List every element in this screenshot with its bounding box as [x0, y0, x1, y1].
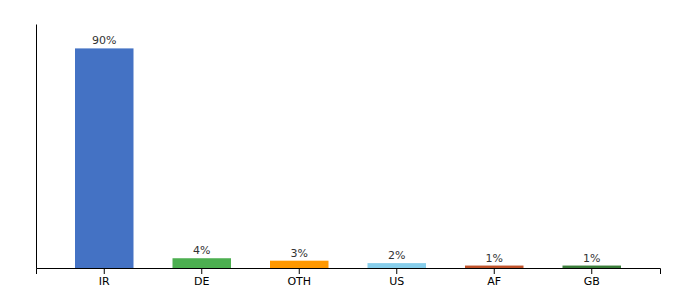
x-tick-mark [201, 268, 202, 274]
x-tick-label: DE [194, 275, 209, 288]
data-labels: 90% 4% 3% 2% 1% 1% [92, 34, 600, 264]
data-label: 3% [291, 247, 308, 260]
x-tick: DE [194, 268, 209, 288]
x-tick-label: AF [487, 275, 501, 288]
data-label: 4% [193, 244, 210, 257]
x-tick: OTH [287, 268, 311, 288]
x-tick-mark [494, 268, 495, 274]
plot-area: 90% 4% 3% 2% 1% 1% IR DE OTH US AF GB [37, 25, 661, 288]
bar [465, 266, 524, 268]
x-tick-mark [299, 268, 300, 274]
x-tick-label: OTH [287, 275, 311, 288]
y-axis [36, 25, 37, 269]
x-tick: US [389, 268, 404, 288]
data-label: 2% [388, 249, 405, 262]
x-axis: IR DE OTH US AF GB [37, 268, 661, 288]
bar [270, 261, 329, 268]
bar [368, 263, 427, 268]
chart-svg: 90% 4% 3% 2% 1% 1% IR DE OTH US AF GB [0, 0, 680, 300]
x-tick-label: US [389, 275, 404, 288]
x-tick-mark [396, 268, 397, 274]
data-label: 90% [92, 34, 116, 47]
bar [75, 48, 134, 268]
bars [75, 48, 621, 268]
x-tick: IR [99, 268, 110, 288]
x-tick: AF [487, 268, 501, 288]
data-label: 1% [486, 252, 503, 265]
bar [173, 258, 232, 268]
x-tick-mark [591, 268, 592, 274]
x-tick-label: GB [584, 275, 600, 288]
chart-container: 90% 4% 3% 2% 1% 1% IR DE OTH US AF GB [0, 0, 680, 300]
x-tick: GB [584, 268, 600, 288]
x-tick-mark [104, 268, 105, 274]
x-tick-label: IR [99, 275, 110, 288]
bar [563, 266, 622, 268]
data-label: 1% [583, 252, 600, 265]
y-axis-line [36, 25, 37, 269]
x-axis-line [37, 269, 661, 275]
